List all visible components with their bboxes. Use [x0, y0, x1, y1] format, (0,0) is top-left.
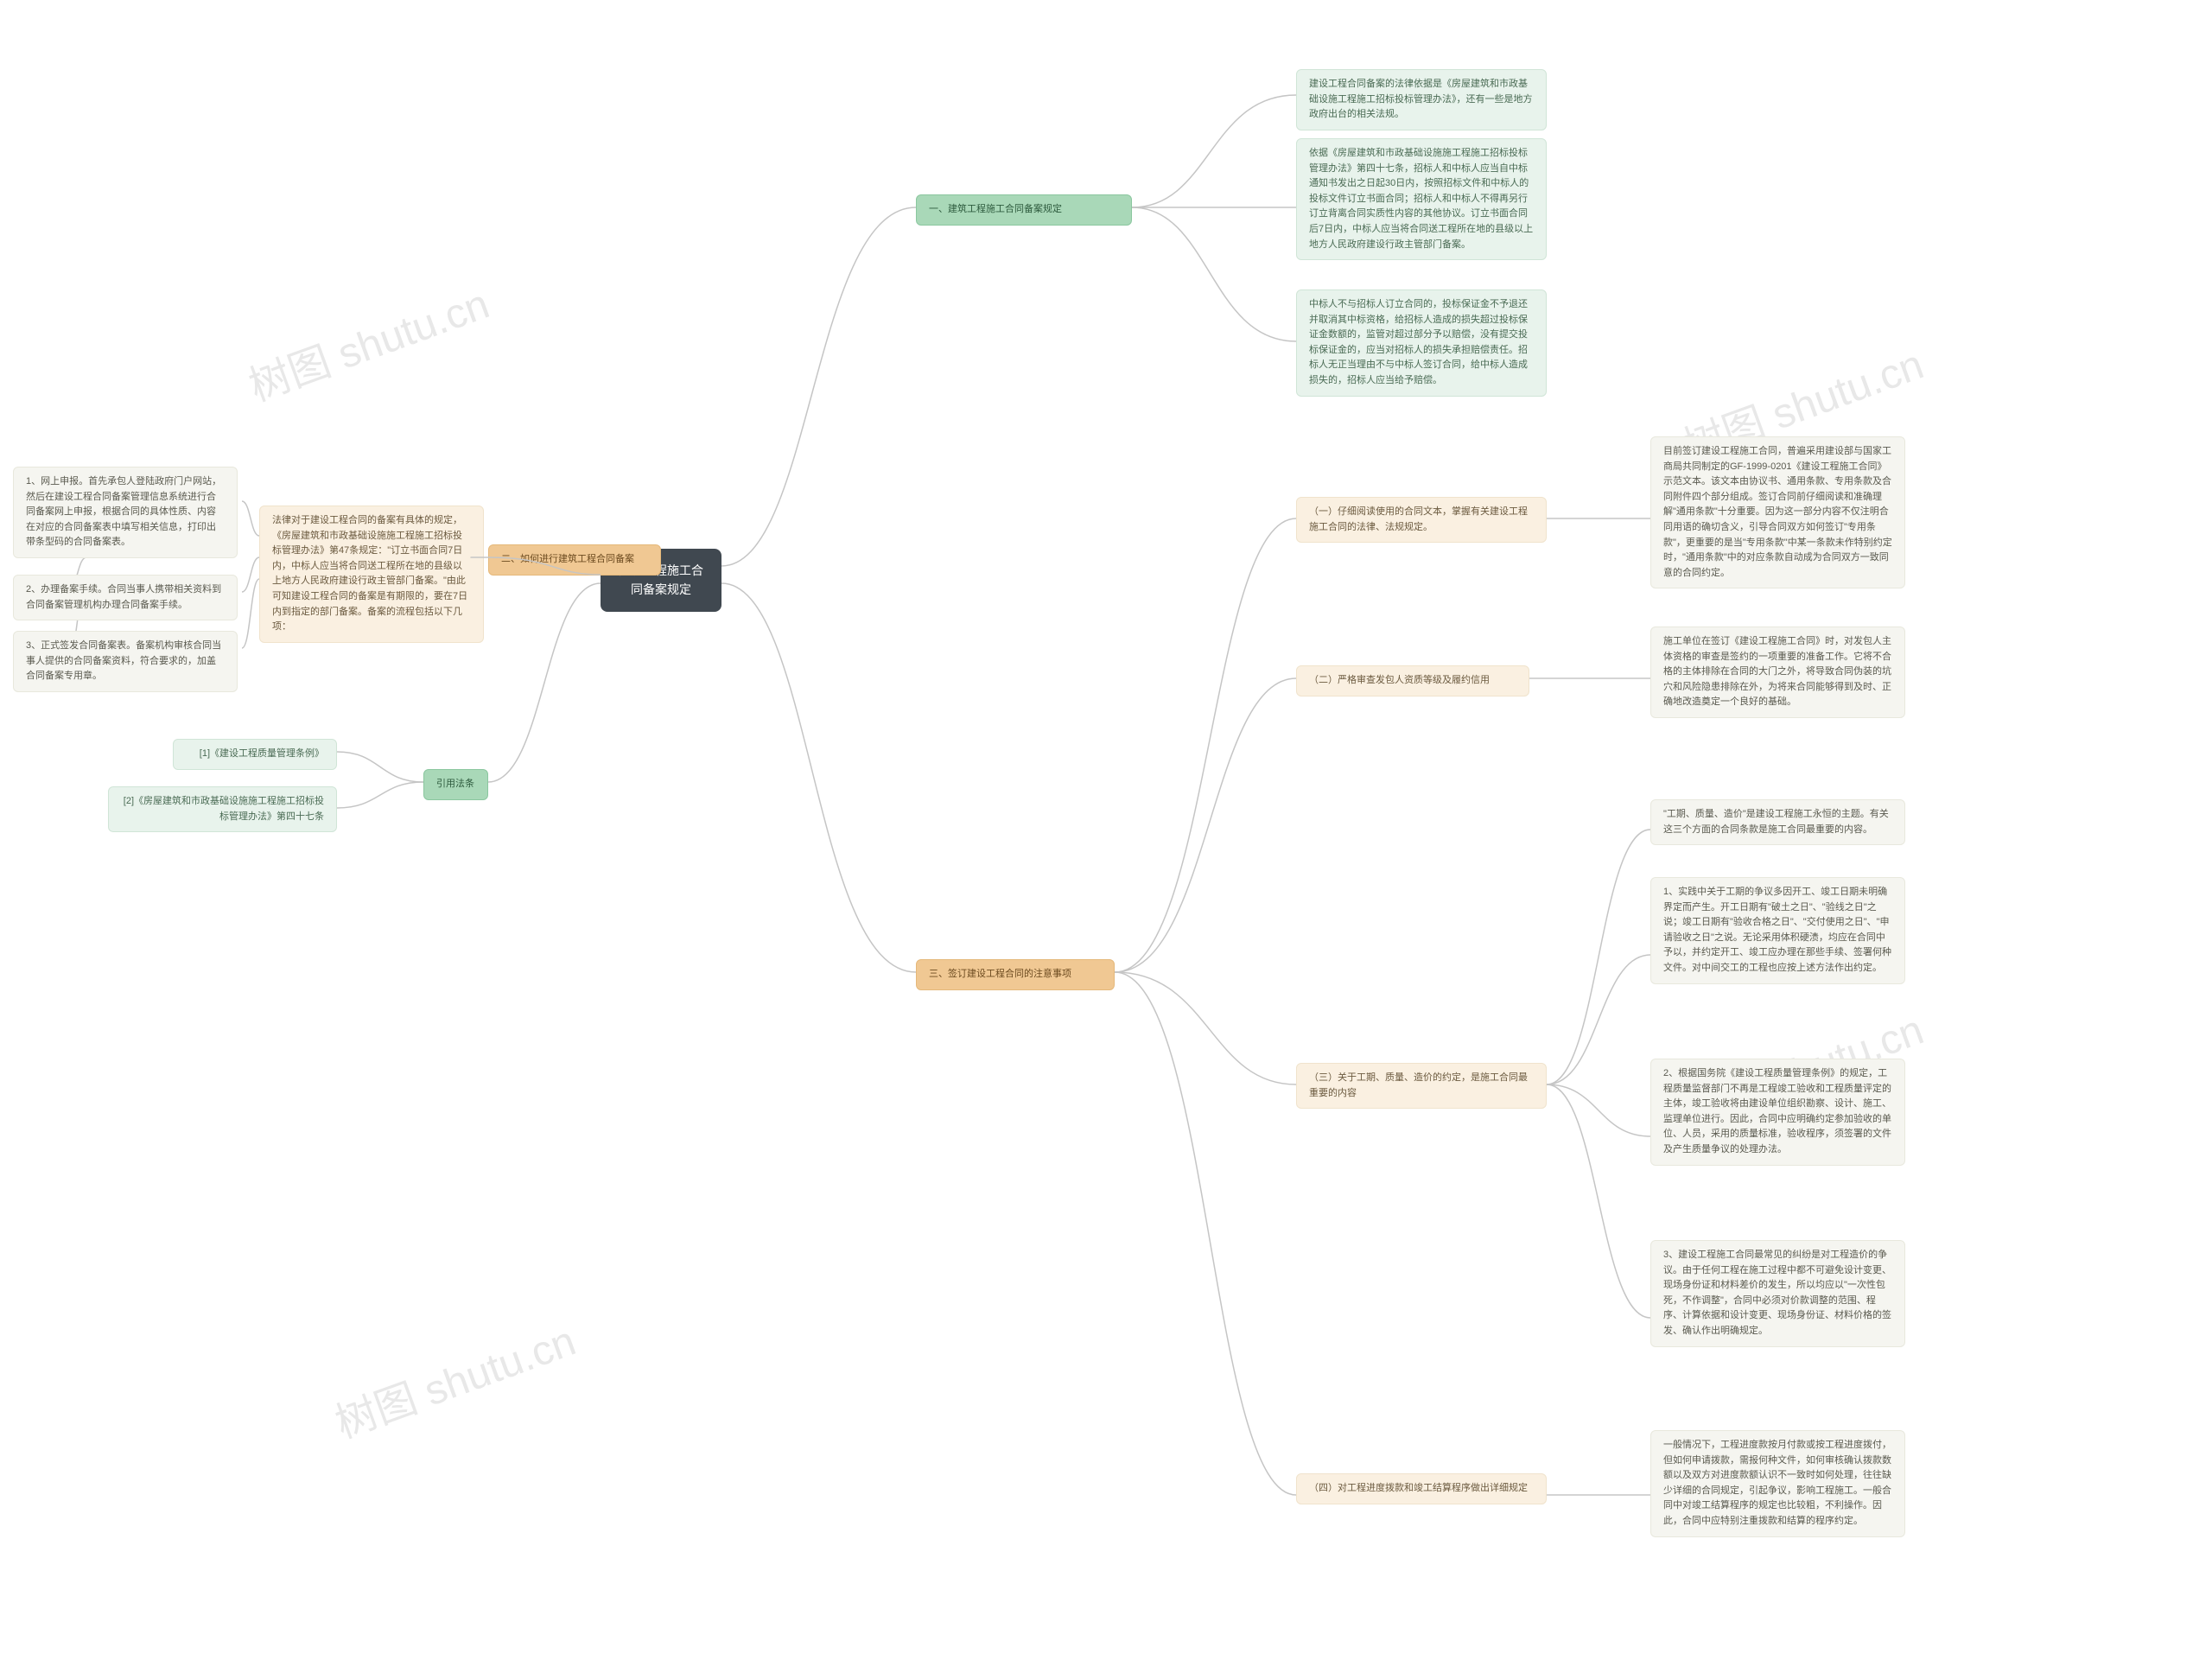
branch-3-item-2-label: （三）关于工期、质量、造价的约定，是施工合同最重要的内容	[1296, 1063, 1547, 1109]
branch-3-item-1-label: （二）严格审查发包人资质等级及履约信用	[1296, 665, 1529, 696]
branch-3-item-3-label: （四）对工程进度拨款和竣工结算程序做出详细规定	[1296, 1473, 1547, 1504]
branch-3-item-3-detail: 一般情况下，工程进度款按月付款或按工程进度拨付，但如何申请拨款，需报何种文件，如…	[1650, 1430, 1905, 1537]
branch-2-intro: 法律对于建设工程合同的备案有具体的规定，《房屋建筑和市政基础设施施工程施工招标投…	[259, 506, 484, 643]
branch-3-item-0-detail: 目前签订建设工程施工合同，普遍采用建设部与国家工商局共同制定的GF-1999-0…	[1650, 436, 1905, 588]
branch-2-title: 二、如何进行建筑工程合同备案	[488, 544, 661, 576]
branch-3-title: 三、签订建设工程合同的注意事项	[916, 959, 1115, 990]
branch-1-leaf-0: 建设工程合同备案的法律依据是《房屋建筑和市政基础设施工程施工招标投标管理办法》，…	[1296, 69, 1547, 130]
branch-1-leaf-2: 中标人不与招标人订立合同的，投标保证金不予退还并取消其中标资格，给招标人造成的损…	[1296, 289, 1547, 397]
branch-3-item-1-detail: 施工单位在签订《建设工程施工合同》时，对发包人主体资格的审查是签约的一项重要的准…	[1650, 626, 1905, 718]
branch-3-item-2-detail-1: 1、实践中关于工期的争议多因开工、竣工日期未明确界定而产生。开工日期有"破土之日…	[1650, 877, 1905, 984]
watermark: 树图 shutu.cn	[239, 270, 496, 412]
branch-3-item-2-detail-2: 2、根据国务院《建设工程质量管理条例》的规定，工程质量监督部门不再是工程竣工验收…	[1650, 1059, 1905, 1166]
branch-1-leaf-1: 依据《房屋建筑和市政基础设施施工程施工招标投标管理办法》第四十七条，招标人和中标…	[1296, 138, 1547, 260]
branch-1-title: 一、建筑工程施工合同备案规定	[916, 194, 1132, 226]
branch-4-ref-0: [1]《建设工程质量管理条例》	[173, 739, 337, 770]
branch-3-item-2-detail-0: "工期、质量、造价"是建设工程施工永恒的主题。有关这三个方面的合同条款是施工合同…	[1650, 799, 1905, 845]
branch-3-item-0-label: （一）仔细阅读使用的合同文本，掌握有关建设工程施工合同的法律、法规规定。	[1296, 497, 1547, 543]
branch-4-ref-1: [2]《房屋建筑和市政基础设施施工程施工招标投标管理办法》第四十七条	[108, 786, 337, 832]
branch-2-step-1-v: 2、办理备案手续。合同当事人携带相关资料到合同备案管理机构办理合同备案手续。	[13, 575, 238, 620]
watermark: 树图 shutu.cn	[326, 1307, 582, 1449]
branch-3-item-2-detail-3: 3、建设工程施工合同最常见的纠纷是对工程造价的争议。由于任何工程在施工过程中都不…	[1650, 1240, 1905, 1347]
branch-2-step-0-v: 1、网上申报。首先承包人登陆政府门户网站，然后在建设工程合同备案管理信息系统进行…	[13, 467, 238, 558]
branch-4-title: 引用法条	[423, 769, 488, 800]
branch-2-step-2-v: 3、正式签发合同备案表。备案机构审核合同当事人提供的合同备案资料，符合要求的，加…	[13, 631, 238, 692]
